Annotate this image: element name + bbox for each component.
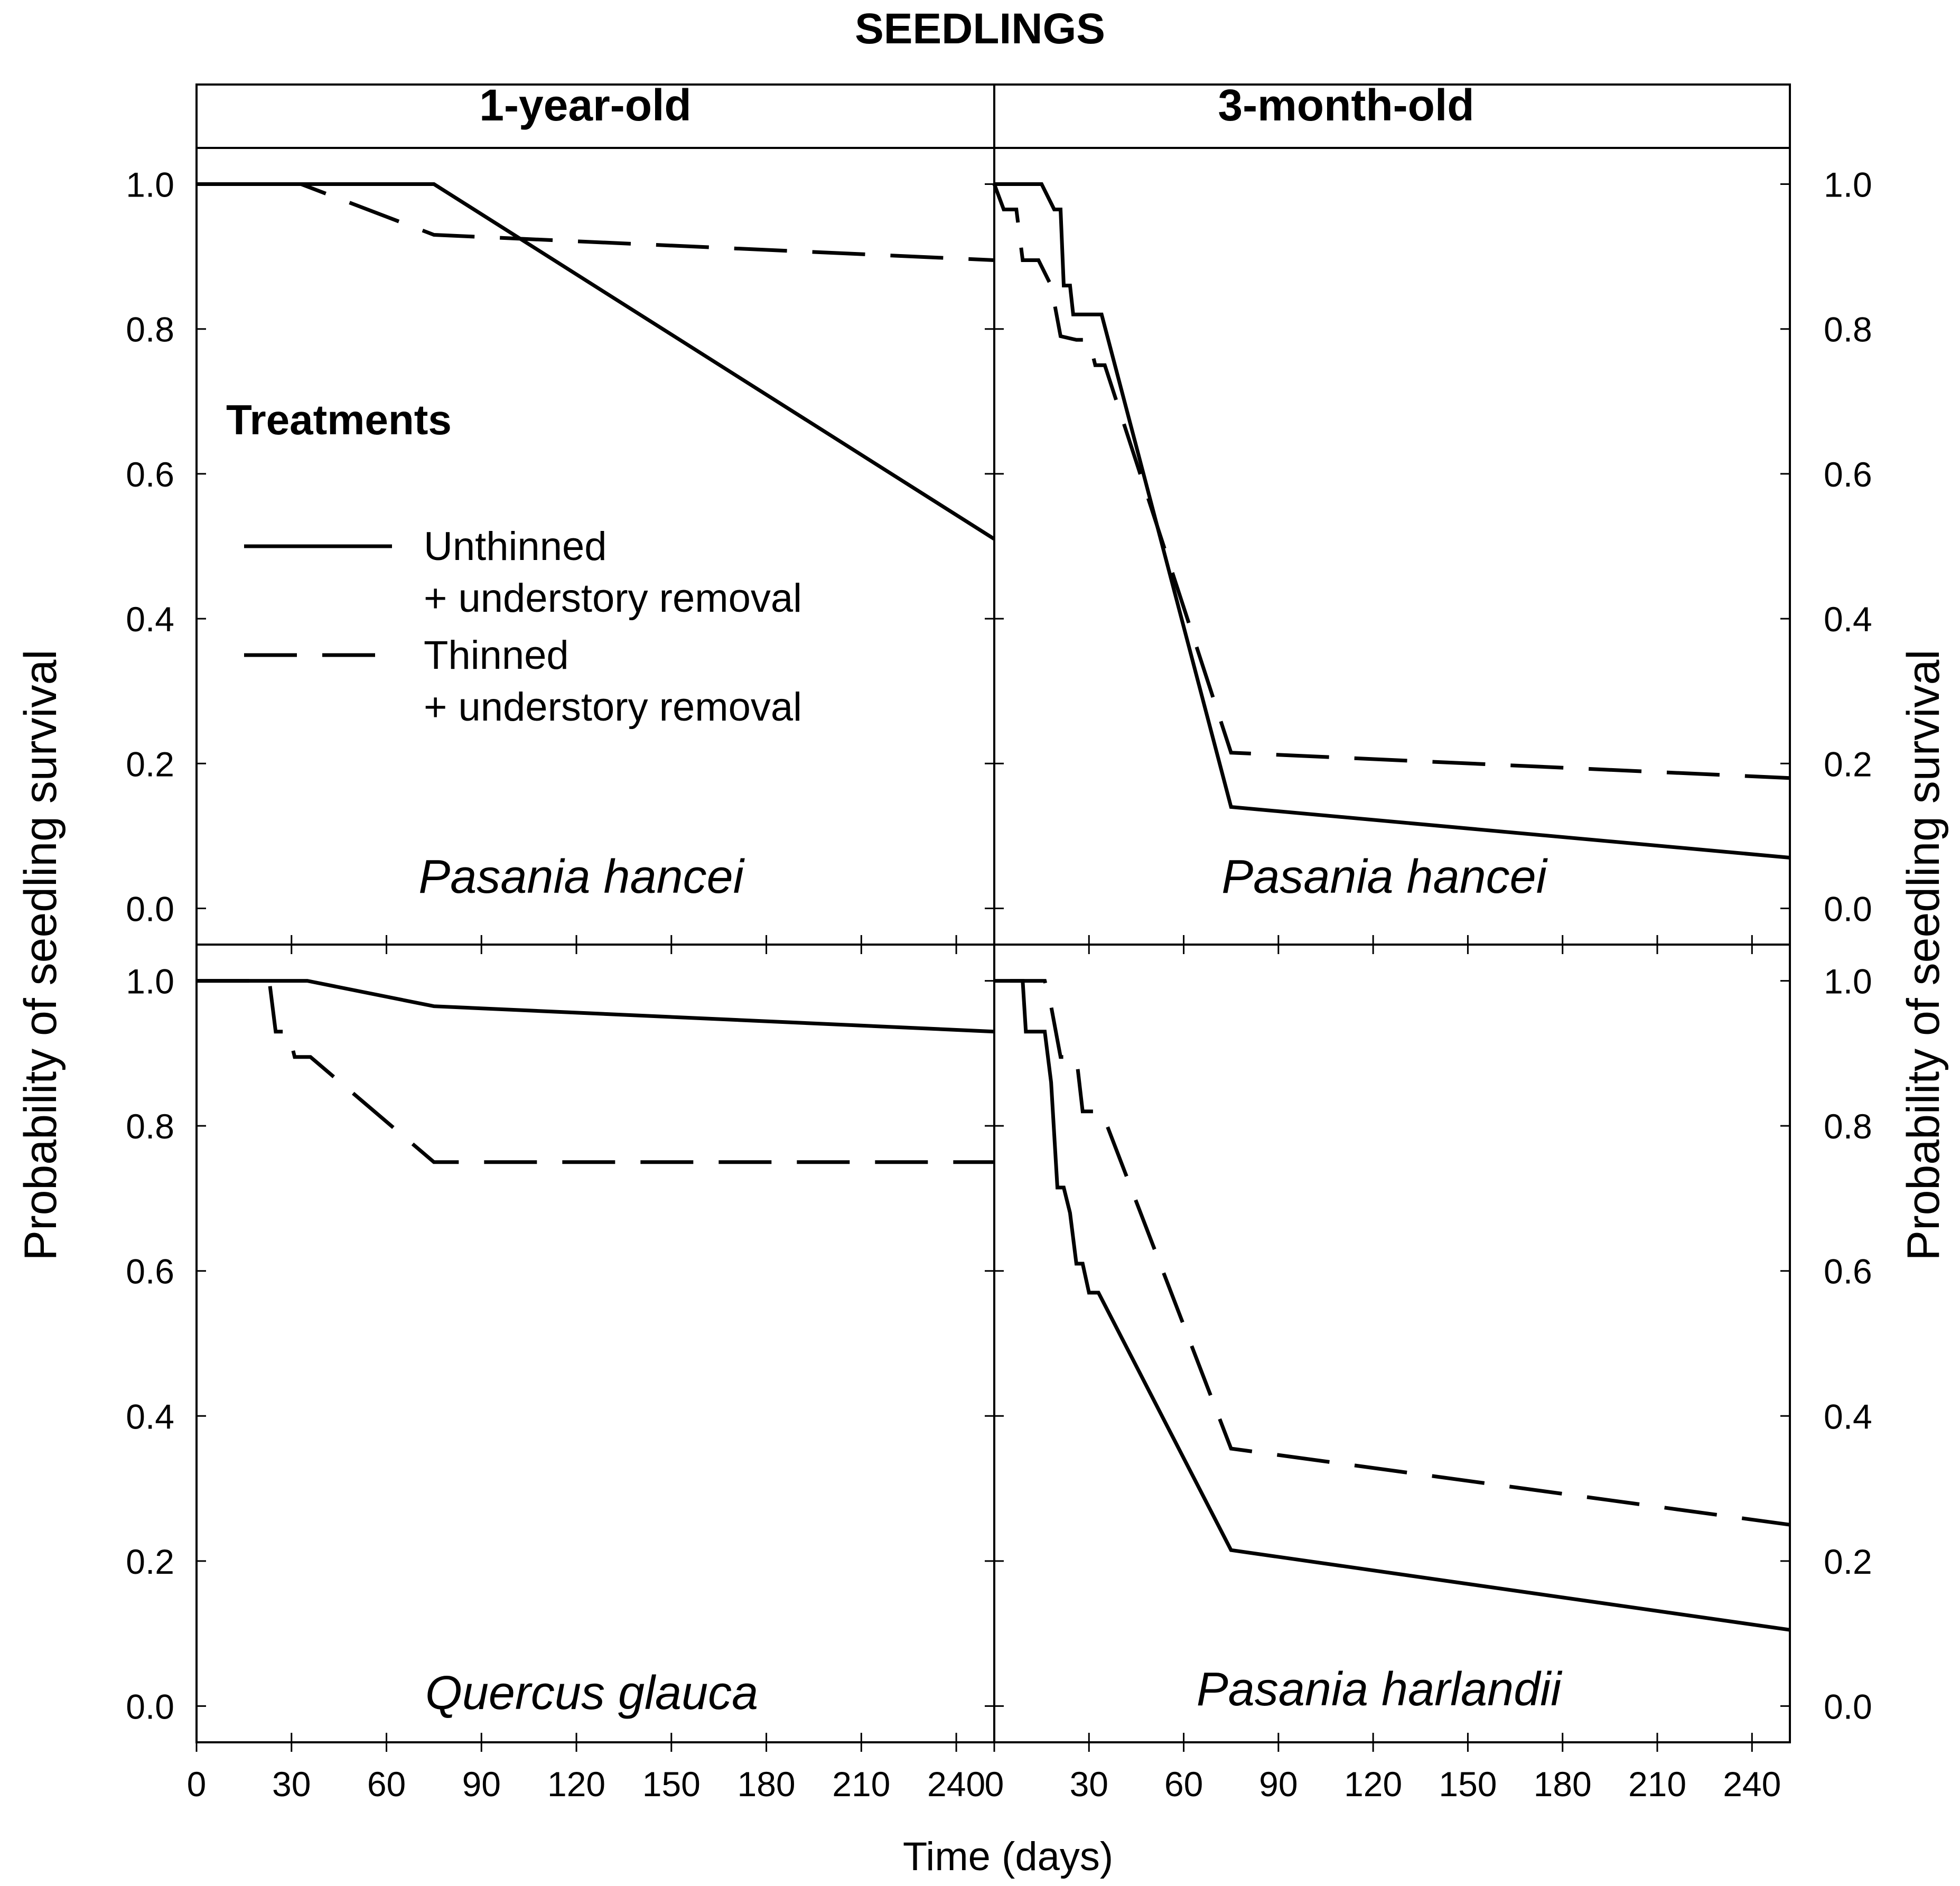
x-tick-label: 240 [1723, 1764, 1781, 1804]
legend-entry-unthinned-line2: + understory removal [424, 576, 802, 621]
y-tick-label-left: 1.0 [126, 962, 174, 1001]
x-tick-label: 210 [832, 1764, 890, 1804]
legend-entry-thinned-line2: + understory removal [424, 685, 802, 730]
y-axis-label-left: Probability of seedling survival [15, 650, 66, 1261]
series-line-unthinned [994, 182, 1790, 860]
series-line-unthinned [1010, 979, 1790, 1632]
y-tick-label-right: 0.4 [1824, 600, 1872, 639]
y-tick-label-right: 0.8 [1824, 1107, 1872, 1146]
x-tick-label: 60 [367, 1764, 406, 1804]
y-tick-label-right: 0.8 [1824, 310, 1872, 349]
x-tick-label: 180 [738, 1764, 796, 1804]
y-tick-label-left: 1.0 [126, 165, 174, 204]
x-tick-label: 30 [272, 1764, 311, 1804]
x-tick-label: 180 [1534, 1764, 1592, 1804]
chart-text: SEEDLINGS 1-year-old 3-month-old Time (d… [15, 5, 1949, 1879]
column-title-3-month-old: 3-month-old [1218, 80, 1474, 130]
y-tick-label-left: 0.6 [126, 1252, 174, 1291]
legend-entry-thinned-line1: Thinned [424, 633, 569, 678]
legend-entry-unthinned-line1: Unthinned [424, 524, 607, 569]
y-tick-label-left: 0.0 [126, 889, 174, 928]
y-tick-label-left: 0.6 [126, 455, 174, 494]
legend-title: Treatments [226, 396, 452, 443]
y-tick-label-right: 0.6 [1824, 455, 1872, 494]
x-tick-label: 150 [1439, 1764, 1497, 1804]
series-line-thinned [197, 979, 994, 1164]
x-tick-label: 60 [1164, 1764, 1203, 1804]
y-tick-label-left: 0.2 [126, 744, 174, 783]
x-tick-label: 120 [1344, 1764, 1402, 1804]
x-tick-label: 150 [642, 1764, 701, 1804]
series-line-unthinned [197, 182, 995, 541]
x-tick-label: 210 [1628, 1764, 1686, 1804]
x-axis-label: Time (days) [903, 1834, 1113, 1879]
legend: Treatments Unthinned + understory remova… [226, 396, 802, 730]
y-axis-label-right: Probability of seedling survival [1898, 650, 1949, 1261]
x-tick-label: 120 [547, 1764, 605, 1804]
y-tick-label-left: 0.8 [126, 310, 174, 349]
species-label-bottom-right: Pasania harlandii [1197, 1663, 1563, 1716]
series-line-thinned [994, 979, 1790, 1527]
y-tick-label-right: 0.0 [1824, 889, 1872, 928]
y-tick-label-left: 0.8 [126, 1107, 174, 1146]
species-label-top-left: Pasania hancei [418, 851, 745, 903]
species-label-top-right: Pasania hancei [1221, 851, 1548, 903]
y-tick-label-left: 0.4 [126, 1397, 174, 1436]
x-tick-label: 30 [1070, 1764, 1108, 1804]
series-lines [197, 182, 1790, 1632]
column-title-1-year-old: 1-year-old [479, 80, 691, 130]
y-tick-label-left: 0.2 [126, 1542, 174, 1581]
chart-title: SEEDLINGS [855, 5, 1105, 53]
y-tick-label-right: 0.6 [1824, 1252, 1872, 1291]
panel-frames [195, 83, 1791, 1752]
y-tick-label-left: 0.0 [126, 1687, 174, 1726]
x-tick-label: 0 [187, 1764, 207, 1804]
series-line-thinned [992, 183, 1790, 780]
y-tick-label-right: 0.2 [1824, 744, 1872, 783]
y-tick-label-right: 0.0 [1824, 1687, 1872, 1726]
y-tick-label-right: 0.2 [1824, 1542, 1872, 1581]
series-line-unthinned [197, 979, 995, 1034]
series-line-thinned [197, 182, 995, 262]
y-tick-label-left: 0.4 [126, 600, 174, 639]
x-tick-label: 0 [985, 1764, 1004, 1804]
y-tick-label-right: 1.0 [1824, 165, 1872, 204]
x-tick-label: 90 [462, 1764, 501, 1804]
y-tick-label-right: 1.0 [1824, 962, 1872, 1001]
x-tick-label: 90 [1259, 1764, 1298, 1804]
y-tick-label-right: 0.4 [1824, 1397, 1872, 1436]
x-tick-label: 240 [927, 1764, 985, 1804]
species-label-bottom-left: Quercus glauca [425, 1667, 758, 1720]
